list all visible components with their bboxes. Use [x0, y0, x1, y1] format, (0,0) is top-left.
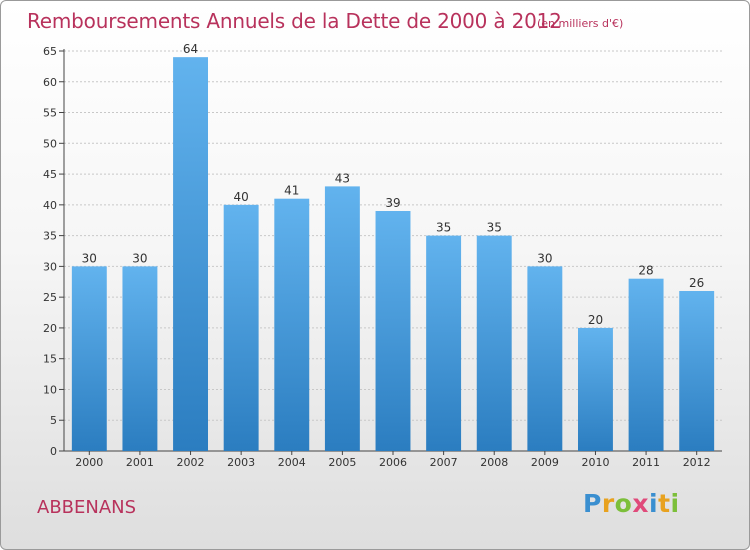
logo-letter: i — [649, 489, 659, 518]
y-tick-label: 5 — [50, 414, 57, 427]
x-tick-label-2009: 2009 — [531, 456, 559, 469]
logo-letter: P — [583, 489, 602, 518]
y-tick-label: 45 — [43, 168, 57, 181]
y-tick-label: 40 — [43, 199, 57, 212]
y-tick-label: 15 — [43, 353, 57, 366]
data-label-2007: 35 — [436, 221, 451, 235]
x-tick-label-2000: 2000 — [75, 456, 103, 469]
bar-2004 — [274, 198, 310, 451]
axes: 0 5 10 15 20 25 30 35 40 45 50 55 60 65 2000 2001 2002 20… — [43, 45, 722, 469]
x-tick-label-2011: 2011 — [632, 456, 660, 469]
y-tick-label: 0 — [50, 445, 57, 458]
y-tick-label: 30 — [43, 260, 57, 273]
logo-letter: t — [658, 489, 671, 518]
data-label-2010: 20 — [588, 313, 603, 327]
bar-2012 — [679, 291, 715, 451]
bar-2005 — [324, 186, 360, 451]
y-tick-label: 60 — [43, 76, 57, 89]
x-tick-label-2003: 2003 — [227, 456, 255, 469]
x-tick-label-2008: 2008 — [480, 456, 508, 469]
logo-letter: x — [632, 489, 649, 518]
bar-2008 — [476, 235, 512, 451]
bar-2011 — [628, 278, 664, 451]
bar-2009 — [527, 266, 563, 451]
data-label-2009: 30 — [537, 251, 552, 265]
x-tick-label-2002: 2002 — [177, 456, 205, 469]
y-tick-label: 35 — [43, 230, 57, 243]
x-tick-label-2012: 2012 — [683, 456, 711, 469]
data-label-2003: 40 — [234, 190, 249, 204]
bar-2001 — [122, 266, 158, 451]
x-tick-label-2010: 2010 — [581, 456, 609, 469]
bar-2002 — [173, 57, 209, 452]
bar-2000 — [71, 266, 107, 451]
y-tick-label: 10 — [43, 383, 57, 396]
x-tick-label-2001: 2001 — [126, 456, 154, 469]
bar-2010 — [577, 327, 613, 451]
logo-letter: i — [670, 489, 680, 518]
bar-2006 — [375, 211, 411, 451]
data-label-2006: 39 — [385, 196, 400, 210]
y-tick-label: 20 — [43, 322, 57, 335]
y-tick-label: 25 — [43, 291, 57, 304]
data-label-2000: 30 — [82, 251, 97, 265]
bar-2007 — [426, 235, 462, 451]
y-tick-label: 55 — [43, 107, 57, 120]
data-label-2001: 30 — [132, 251, 147, 265]
x-tick-label-2006: 2006 — [379, 456, 407, 469]
data-label-2004: 41 — [284, 184, 299, 198]
bar-2003 — [223, 204, 259, 451]
chart-title: Remboursements Annuels de la Dette de 20… — [27, 9, 562, 33]
proxiti-logo: Proxiti — [583, 489, 680, 518]
x-tick-label-2005: 2005 — [328, 456, 356, 469]
logo-letter: r — [601, 489, 615, 518]
data-labels: 30 30 64 40 41 43 39 35 35 30 20 28 26 — [82, 42, 705, 327]
x-tick-label-2004: 2004 — [278, 456, 306, 469]
data-label-2008: 35 — [487, 221, 502, 235]
x-tick-label-2007: 2007 — [430, 456, 458, 469]
data-label-2002: 64 — [183, 42, 198, 56]
y-tick-label: 50 — [43, 137, 57, 150]
bars — [71, 57, 715, 452]
data-label-2005: 43 — [335, 171, 350, 185]
data-label-2011: 28 — [638, 264, 653, 278]
commune-name: ABBENANS — [37, 497, 137, 518]
chart-subtitle: (en milliers d'€) — [537, 17, 624, 30]
data-label-2012: 26 — [689, 276, 704, 290]
logo-letter: o — [614, 489, 633, 518]
y-tick-label: 65 — [43, 45, 57, 58]
